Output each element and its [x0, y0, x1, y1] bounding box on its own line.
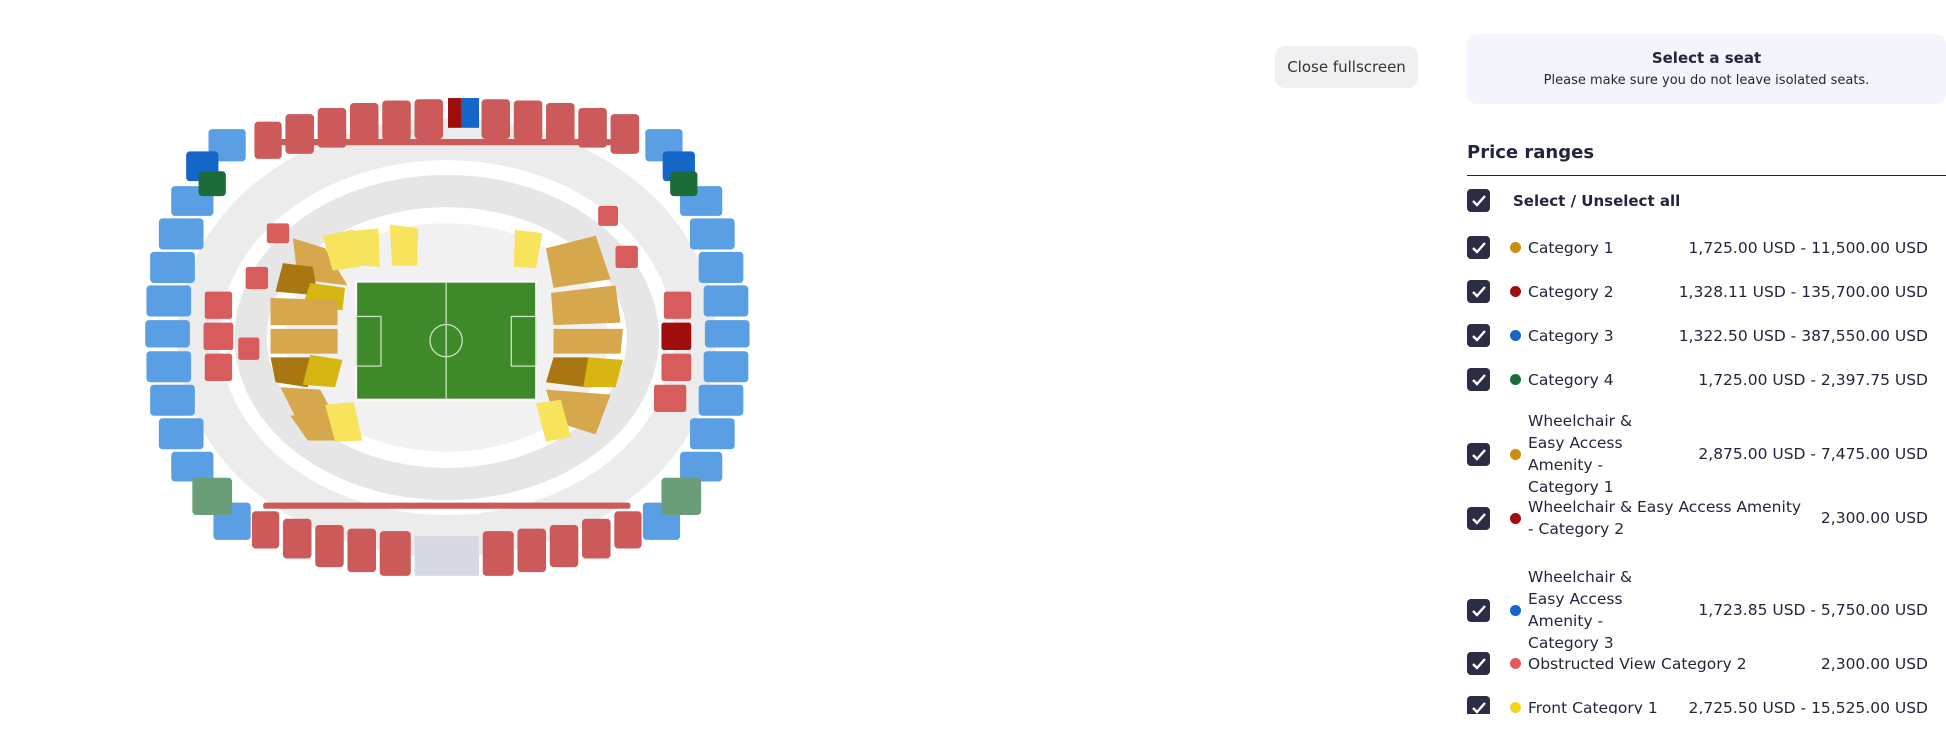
price-range: 1,725.00 USD - 11,500.00 USD: [1688, 238, 1928, 257]
price-ranges-title: Price ranges: [1467, 142, 1946, 176]
lower-sections: [270, 224, 623, 442]
checkbox[interactable]: [1467, 598, 1490, 622]
price-range: 2,300.00 USD: [1820, 509, 1928, 527]
left-sections: [145, 129, 251, 540]
check-icon: [1471, 373, 1487, 386]
check-icon: [1471, 701, 1487, 714]
right-sections: [642, 129, 750, 540]
category-color-dot: [1510, 702, 1521, 713]
top-sections: [254, 98, 640, 159]
price-ranges-panel: Price ranges Select / Unselect all Categ…: [1467, 138, 1946, 714]
category-color-dot: [1510, 374, 1521, 385]
price-range: 1,328.11 USD - 135,700.00 USD: [1678, 282, 1928, 301]
category-name: Category 2: [1528, 282, 1614, 301]
price-range-row[interactable]: Category 4 1,725.00 USD - 2,397.75 USD: [1467, 368, 1928, 391]
checkbox[interactable]: [1467, 506, 1490, 530]
notice-title: Select a seat: [1651, 49, 1762, 67]
category-name: Category 4: [1528, 370, 1614, 389]
price-range: 2,300.00 USD: [1820, 654, 1928, 673]
check-icon: [1471, 241, 1487, 254]
category-color-dot: [1510, 448, 1521, 460]
checkbox[interactable]: [1467, 280, 1490, 303]
price-range-row[interactable]: Wheelchair & Easy Access Amenity - Categ…: [1467, 566, 1928, 654]
notice-subtitle: Please make sure you do not leave isolat…: [1543, 73, 1870, 88]
price-range: 1,322.50 USD - 387,550.00 USD: [1678, 326, 1928, 345]
price-range: 1,725.00 USD - 2,397.75 USD: [1698, 370, 1928, 389]
checkbox[interactable]: [1467, 368, 1490, 391]
checkbox[interactable]: [1467, 236, 1490, 259]
price-range: 1,723.85 USD - 5,750.00 USD: [1698, 601, 1928, 619]
checkbox[interactable]: [1467, 189, 1490, 212]
category-color-dot: [1510, 242, 1521, 253]
price-range: 2,875.00 USD - 7,475.00 USD: [1698, 445, 1928, 463]
category-name: Category 3: [1528, 326, 1614, 345]
category-color-dot: [1510, 330, 1521, 341]
category-name: Wheelchair & Easy Access Amenity - Categ…: [1528, 498, 1802, 538]
price-range-row[interactable]: Category 1 1,725.00 USD - 11,500.00 USD: [1467, 236, 1928, 259]
check-icon: [1471, 285, 1487, 298]
check-icon: [1471, 448, 1487, 460]
checkbox[interactable]: [1467, 652, 1490, 675]
checkbox[interactable]: [1467, 324, 1490, 347]
category-name: Wheelchair & Easy Access Amenity - Categ…: [1528, 568, 1633, 652]
price-range-row[interactable]: Category 2 1,328.11 USD - 135,700.00 USD: [1467, 280, 1928, 303]
middle-red-sections: [203, 206, 692, 413]
check-icon: [1471, 604, 1487, 616]
category-color-dot: [1510, 658, 1521, 669]
checkbox[interactable]: [1467, 696, 1490, 714]
check-icon: [1471, 329, 1487, 342]
check-icon: [1471, 194, 1487, 207]
select-all-row[interactable]: Select / Unselect all: [1467, 189, 1928, 212]
category-name: Wheelchair & Easy Access Amenity - Categ…: [1528, 412, 1633, 496]
price-range-row[interactable]: Front Category 1 2,725.50 USD - 15,525.00…: [1467, 696, 1928, 714]
check-icon: [1471, 512, 1487, 524]
price-range-row[interactable]: Category 3 1,322.50 USD - 387,550.00 USD: [1467, 324, 1928, 347]
price-range: 2,725.50 USD - 15,525.00 USD: [1688, 698, 1928, 715]
notice-box: Select a seat Please make sure you do no…: [1467, 34, 1946, 104]
price-range-row[interactable]: Obstructed View Category 2 2,300.00 USD: [1467, 652, 1928, 675]
price-range-row[interactable]: Wheelchair & Easy Access Amenity - Categ…: [1467, 496, 1928, 540]
stadium-map: [145, 98, 750, 576]
select-all-label: Select / Unselect all: [1513, 191, 1681, 210]
category-name: Obstructed View Category 2: [1528, 654, 1747, 673]
category-name: Category 1: [1528, 238, 1614, 257]
price-range-row[interactable]: Wheelchair & Easy Access Amenity - Categ…: [1467, 410, 1928, 498]
check-icon: [1471, 657, 1487, 670]
close-fullscreen-button[interactable]: Close fullscreen: [1275, 46, 1418, 88]
category-color-dot: [1510, 604, 1521, 616]
category-color-dot: [1510, 512, 1521, 524]
pitch: [355, 280, 538, 401]
checkbox[interactable]: [1467, 442, 1490, 466]
bottom-sections: [251, 502, 642, 576]
category-name: Front Category 1: [1528, 698, 1658, 715]
category-color-dot: [1510, 286, 1521, 297]
